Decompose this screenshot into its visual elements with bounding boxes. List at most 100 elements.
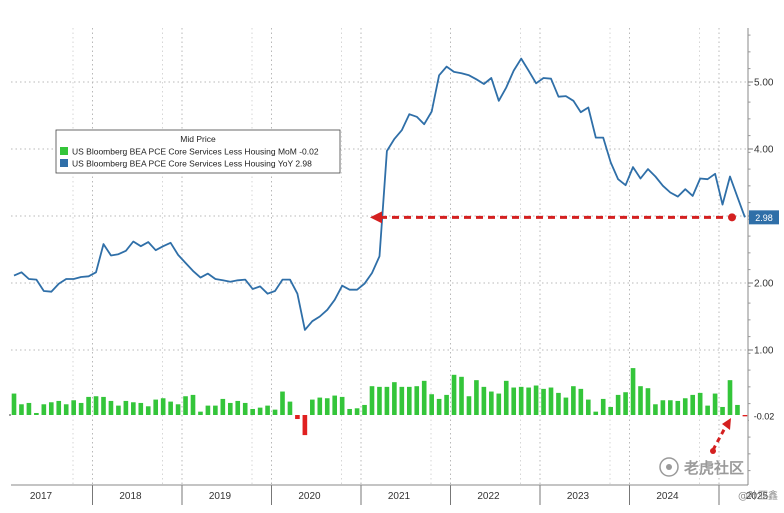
mom-bar <box>175 404 181 415</box>
mom-bar <box>11 393 17 415</box>
mom-bar <box>489 391 494 415</box>
mom-bar <box>153 399 159 415</box>
mom-last-badge <box>749 409 779 423</box>
mom-bar <box>347 408 352 415</box>
mom-bar <box>660 400 666 415</box>
mom-bar <box>93 396 99 415</box>
mom-bar <box>265 405 270 415</box>
mom-bar <box>585 399 591 415</box>
bar-series-mom <box>9 368 748 436</box>
mom-bar <box>682 398 688 415</box>
y-tick-label: 5.00 <box>754 78 774 89</box>
x-tick-label: 2017 <box>30 491 53 502</box>
mom-bar <box>466 396 472 415</box>
mom-bar <box>56 400 62 415</box>
x-tick-label: 2023 <box>567 491 590 502</box>
mom-bar <box>34 412 39 415</box>
mom-bar <box>414 386 420 415</box>
mom-bar <box>459 376 464 415</box>
mom-bar <box>735 404 740 415</box>
axis-layer: 2017 2018 2019 2020 2021 2022 2023 2024 2025 1.00… <box>11 28 774 505</box>
reference-arrowhead <box>370 211 382 224</box>
mom-bar <box>302 415 308 436</box>
mom-bar <box>548 387 554 415</box>
mom-bar <box>78 402 84 415</box>
x-tick-label: 2020 <box>298 491 321 502</box>
mom-bar <box>720 406 725 415</box>
mom-bar <box>138 402 144 415</box>
mom-bar <box>600 398 606 415</box>
mom-bar <box>593 411 599 415</box>
mom-bar <box>421 380 427 415</box>
mom-bar <box>257 407 263 415</box>
mom-bar <box>354 408 360 415</box>
watermark-logo-icon <box>659 457 679 477</box>
yoy-line <box>13 57 746 331</box>
mom-bar <box>362 404 367 415</box>
mom-bar <box>705 405 710 415</box>
mom-bar <box>160 398 166 415</box>
x-tick-label: 2019 <box>209 491 232 502</box>
mom-bar <box>630 368 636 415</box>
mom-bar <box>518 386 524 415</box>
mom-bar <box>481 386 487 415</box>
mom-bar <box>444 394 449 415</box>
mom-bar <box>608 406 613 415</box>
mom-bar <box>242 402 248 415</box>
y-tick-label: 1.00 <box>754 346 774 357</box>
mom-bar <box>280 391 285 415</box>
mom-last-value: -0.02 <box>754 412 775 422</box>
mom-bar <box>48 402 54 415</box>
mom-bar <box>272 409 278 415</box>
mom-bar <box>123 400 129 415</box>
x-tick-label: 2021 <box>388 491 411 502</box>
mom-bar <box>526 387 531 415</box>
x-tick-label: 2025 <box>746 491 769 502</box>
mom-bar <box>227 402 233 415</box>
mom-bar <box>384 386 390 415</box>
mom-bar <box>474 380 479 415</box>
mom-bar <box>131 402 136 415</box>
mom-bar <box>615 394 621 415</box>
line-series-yoy <box>13 57 746 331</box>
y-tick-label: 4.00 <box>754 145 774 156</box>
mom-pointer-dot <box>710 448 716 454</box>
mom-bar <box>712 393 718 415</box>
mom-bar <box>533 385 539 415</box>
mom-bar <box>742 415 748 417</box>
mom-bar <box>690 394 696 415</box>
mom-bar <box>399 386 405 415</box>
mom-bar <box>563 397 569 415</box>
mom-bar <box>541 388 546 415</box>
x-tick-label: 2024 <box>656 491 679 502</box>
mom-bar <box>295 415 300 420</box>
mom-bar <box>645 388 651 415</box>
mom-bar <box>675 400 681 415</box>
mom-bar <box>235 400 241 415</box>
mom-bar <box>198 411 203 415</box>
yoy-last-value: 2.98 <box>755 213 773 223</box>
mom-bar <box>511 387 517 415</box>
mom-bar <box>727 380 733 415</box>
legend-entry-label: US Bloomberg BEA PCE Core Services Less … <box>72 159 312 169</box>
mom-pointer-arrowhead <box>722 418 731 430</box>
mom-bar <box>317 397 323 415</box>
mom-bar <box>287 401 293 415</box>
mom-bar <box>638 386 643 415</box>
mom-bar <box>41 404 47 415</box>
mom-bar <box>451 374 457 415</box>
mom-bar <box>108 400 114 415</box>
mom-bar <box>436 398 442 415</box>
watermark-footer: @叶亚鑫 <box>738 489 778 502</box>
mom-bar <box>571 386 576 415</box>
mom-bar <box>71 400 76 415</box>
legend-entry-label: US Bloomberg BEA PCE Core Services Less … <box>72 147 319 157</box>
legend-swatch <box>60 147 68 155</box>
mom-bar <box>190 394 196 415</box>
mom-bar <box>19 404 24 415</box>
annotation-layer: 2.98 -0.02 <box>370 210 779 454</box>
mom-bar <box>503 380 509 415</box>
watermark: 老虎社区 @叶亚鑫 <box>659 457 778 502</box>
